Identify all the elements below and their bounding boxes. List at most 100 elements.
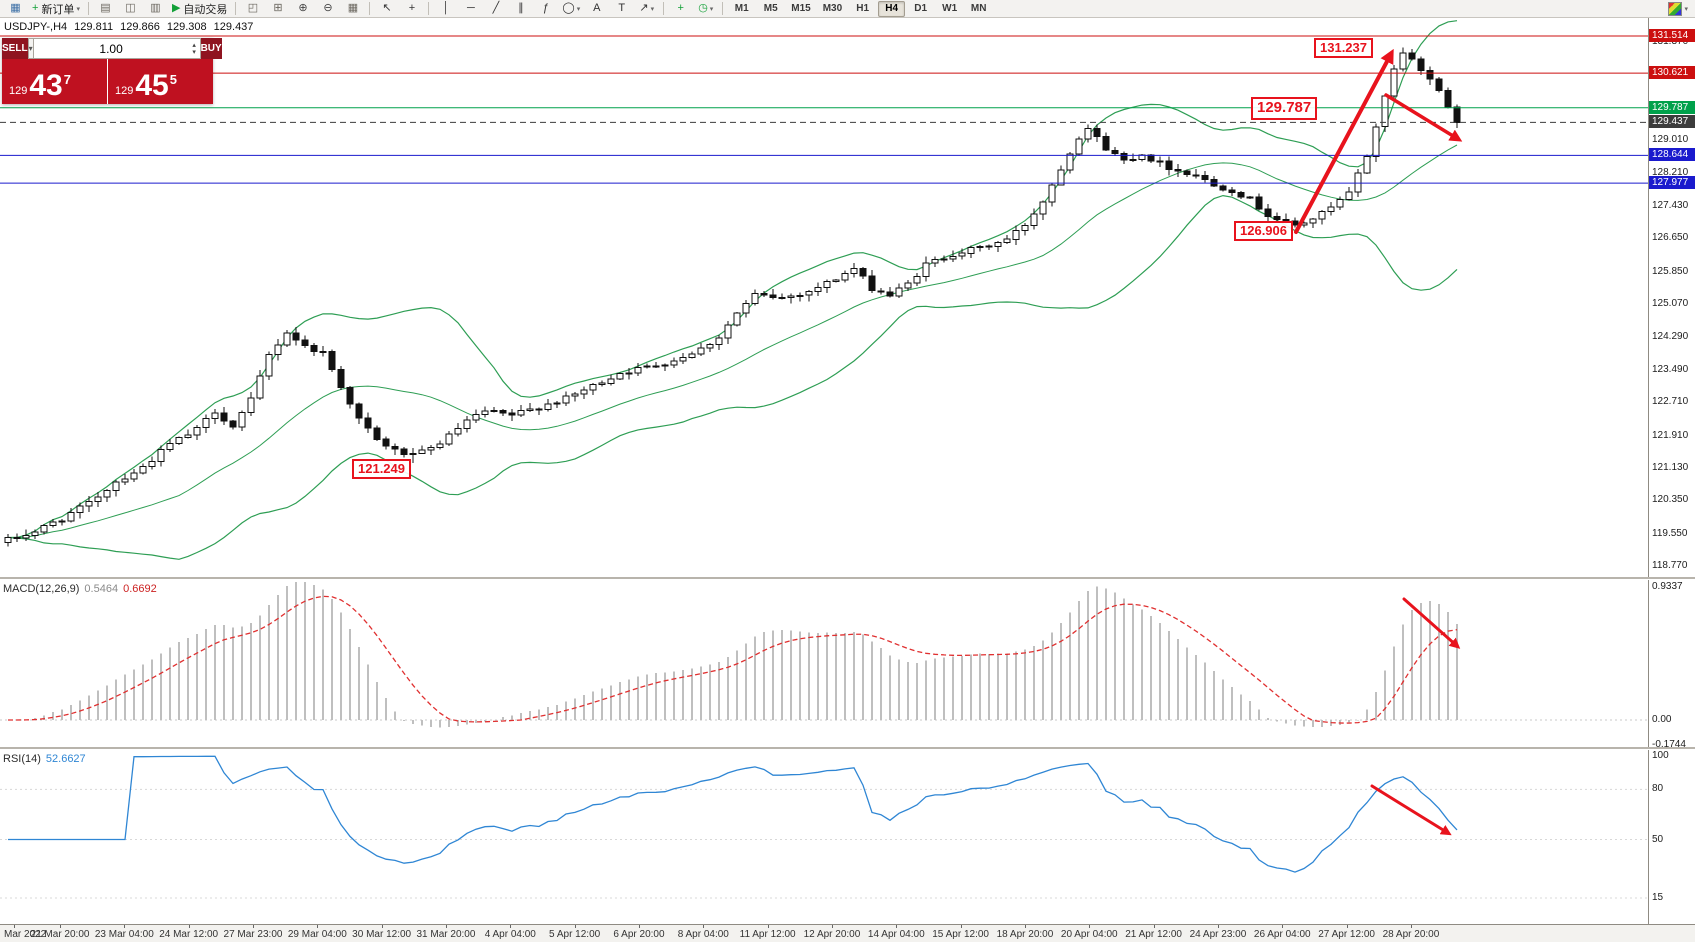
price-annotation-121.249[interactable]: 121.249 <box>352 459 411 480</box>
price-annotation-129.787[interactable]: 129.787 <box>1251 97 1318 120</box>
crosshair-icon-glyph: + <box>408 2 416 14</box>
zoom-in-icon[interactable]: ⊕ <box>291 0 314 17</box>
time-axis[interactable]: Mar 2022 21 Mar 20:00 23 Mar 04:00 24 Mar 1… <box>0 924 1695 942</box>
spinner-down-icon[interactable]: ▾ <box>192 48 196 56</box>
cursor-icon[interactable]: ↖ <box>375 0 398 17</box>
price-annotation-126.906[interactable]: 126.906 <box>1234 221 1293 242</box>
time-axis-label: 23 Mar 04:00 <box>94 929 154 940</box>
timeframe-M15-button[interactable]: M15 <box>791 3 811 14</box>
volume-spinner[interactable]: ▴ ▾ <box>189 42 200 56</box>
sell-button[interactable]: SELL <box>2 38 28 59</box>
indicators-icon[interactable]: + <box>669 0 692 17</box>
timeframe-W1-button[interactable]: W1 <box>942 3 958 14</box>
text-label-icon[interactable]: T <box>610 0 633 17</box>
rsi-panel[interactable] <box>0 755 1648 899</box>
spinner-up-icon[interactable]: ▴ <box>192 41 196 49</box>
time-tick <box>703 925 705 928</box>
order-type-dropdown[interactable]: ▾ <box>27 38 34 59</box>
channel-icon[interactable]: ∥ <box>509 0 532 17</box>
vertical-line-icon[interactable]: │ <box>434 0 457 17</box>
price-axis[interactable]: 131.370129.010128.210127.430126.650125.8… <box>1648 18 1695 924</box>
rsi-axis-label: 15 <box>1652 892 1664 903</box>
bollinger-middle-band <box>7 144 1458 539</box>
shapes-icon[interactable]: ◯ ▾ <box>559 0 583 17</box>
macd-down-arrow[interactable] <box>1402 597 1461 649</box>
price-axis-label: 123.490 <box>1652 363 1689 375</box>
chevron-down-icon: ▾ <box>576 5 581 13</box>
time-axis-label: 30 Mar 12:00 <box>352 929 412 940</box>
tile-windows-icon[interactable]: ⊞ <box>266 0 289 17</box>
buy-price-point: 5 <box>169 72 177 87</box>
horizontal-line-icon[interactable]: ─ <box>459 0 482 17</box>
buy-button[interactable]: BUY <box>200 38 222 59</box>
rsi-down-arrow[interactable] <box>1370 784 1452 836</box>
grid-icon[interactable]: ▦ <box>341 0 364 17</box>
periods-icon-glyph: ◷ <box>698 2 708 14</box>
time-axis-label: 15 Apr 12:00 <box>932 929 989 940</box>
price-axis-label: 127.430 <box>1652 199 1689 211</box>
timeframe-H1-button[interactable]: H1 <box>856 3 870 14</box>
ohlc-open: 129.811 <box>74 21 114 33</box>
arrows-tool-icon[interactable]: ↗ ▾ <box>635 0 658 17</box>
shapes-icon-glyph: ◯ <box>562 2 575 14</box>
price-badge-127.977: 127.977 <box>1649 176 1695 190</box>
timeframe-M30-button[interactable]: M30 <box>822 3 843 14</box>
toolbar-separator <box>722 2 724 15</box>
time-axis-label: 6 Apr 20:00 <box>613 929 665 940</box>
time-tick <box>638 925 640 928</box>
buy-price-pips: 45 <box>135 69 169 102</box>
indicators-icon-glyph: + <box>677 2 684 14</box>
new-chart-icon[interactable]: ▦ <box>4 0 27 17</box>
time-axis-label: Mar 2022 <box>4 929 47 940</box>
zoom-out-icon[interactable]: ⊖ <box>316 0 339 17</box>
chart-colors-button[interactable]: ▾ <box>1665 0 1691 17</box>
macd-rsi-splitter[interactable] <box>0 747 1695 750</box>
time-tick <box>896 925 898 928</box>
rsi-axis-label: 100 <box>1652 750 1669 761</box>
time-tick <box>188 925 190 928</box>
price-annotation-131.237[interactable]: 131.237 <box>1314 38 1373 59</box>
macd-signal-value: 0.6692 <box>123 583 157 595</box>
time-axis-label: 28 Apr 20:00 <box>1382 929 1440 940</box>
profiles-icon[interactable]: ▤ <box>94 0 117 17</box>
price-panel[interactable] <box>0 20 1648 560</box>
terminal-icon[interactable]: ▥ <box>144 0 167 17</box>
timeframe-H4-button[interactable]: H4 <box>878 0 906 17</box>
text-icon[interactable]: A <box>585 0 608 17</box>
sell-price-display[interactable]: 129 43 7 <box>2 59 107 104</box>
crosshair-icon[interactable]: + <box>400 0 423 17</box>
timeframe-D1-button[interactable]: D1 <box>914 3 928 14</box>
price-axis-label: 119.550 <box>1652 527 1688 539</box>
autotrading-button[interactable]: ▶ 自动交易 <box>169 0 230 17</box>
time-axis-label: 4 Apr 04:00 <box>484 929 536 940</box>
candles-layer <box>4 47 1461 547</box>
timeframe-M1-button[interactable]: M1 <box>734 3 749 14</box>
terminal-icon-glyph: ▥ <box>150 2 161 14</box>
timeframe-MN-button[interactable]: MN <box>970 3 987 14</box>
timeframe-M5-button[interactable]: M5 <box>763 3 778 14</box>
volume-input[interactable] <box>33 41 189 56</box>
data-window-icon[interactable]: ◫ <box>119 0 142 17</box>
price-macd-splitter[interactable] <box>0 577 1695 580</box>
macd-panel[interactable] <box>0 581 1648 728</box>
arrows-tool-icon-glyph: ↗ <box>639 2 649 14</box>
trendline-icon[interactable]: ╱ <box>484 0 507 17</box>
buy-price-display[interactable]: 129 45 5 <box>108 59 213 104</box>
toolbar-separator <box>235 2 237 15</box>
time-axis-label: 29 Mar 04:00 <box>287 929 347 940</box>
fibonacci-icon[interactable]: ƒ <box>534 0 557 17</box>
rally-up-arrow[interactable] <box>1294 48 1394 234</box>
cascade-windows-icon[interactable]: ◰ <box>241 0 264 17</box>
zoom-out-icon-glyph: ⊖ <box>323 2 333 14</box>
pullback-down-arrow[interactable] <box>1384 93 1463 142</box>
macd-signal-line <box>8 595 1458 724</box>
macd-indicator-label: MACD(12,26,9) 0.5464 0.6692 <box>3 583 162 595</box>
price-axis-label: 125.850 <box>1652 265 1689 277</box>
time-axis-label: 24 Mar 12:00 <box>159 929 219 940</box>
grid-icon-glyph: ▦ <box>347 2 359 14</box>
periods-icon[interactable]: ◷ ▾ <box>694 0 717 17</box>
one-click-trading-panel: SELL ▾ ▴▾ BUY 129 43 7 129 45 5 <box>2 38 222 104</box>
new-order-button[interactable]: + 新订单 ▾ <box>29 0 83 17</box>
time-axis-label: 8 Apr 04:00 <box>677 929 729 940</box>
